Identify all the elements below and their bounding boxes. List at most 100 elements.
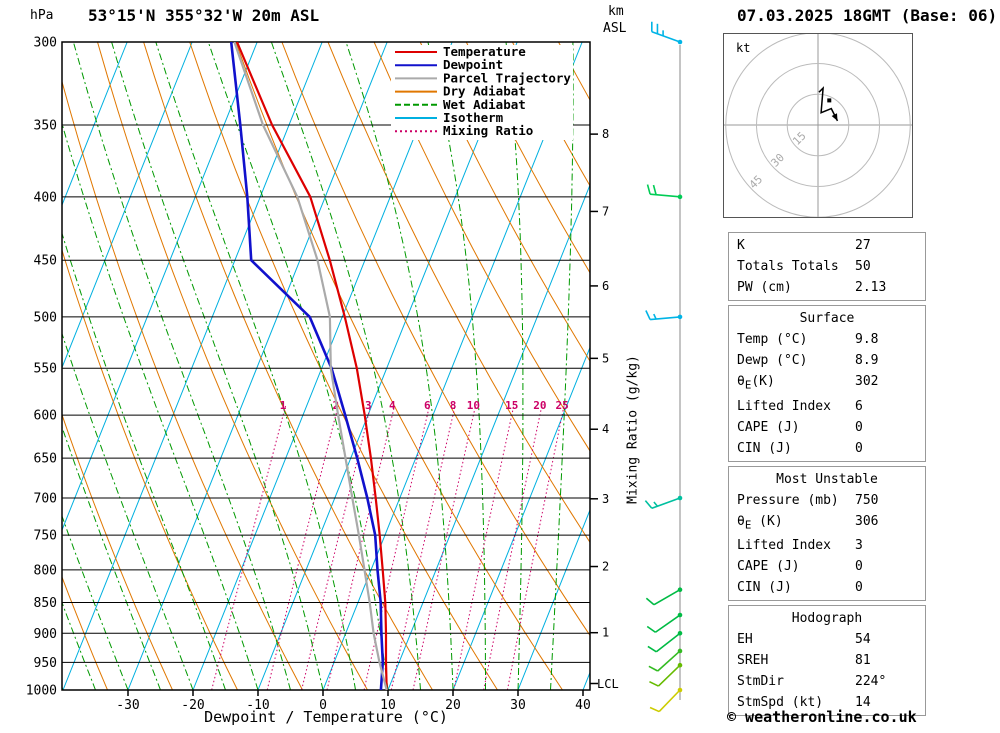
- hodograph-trace: [818, 86, 839, 122]
- pressure-tick-label: 900: [34, 627, 57, 642]
- stats-row-label: θE(K): [737, 374, 775, 392]
- mixing-ratio-line: [506, 405, 565, 690]
- stats-row-value: 54: [855, 632, 871, 648]
- profile-dewpoint: [229, 42, 385, 690]
- stats-row: EH 54: [729, 629, 925, 650]
- hodograph-storm-marker: [827, 98, 832, 103]
- legend-label: Dewpoint: [443, 57, 503, 72]
- wet-adiabat: [345, 42, 454, 690]
- temperature-tick-label: 0: [319, 698, 327, 713]
- run-datetime: 07.03.2025 18GMT (Base: 06): [737, 6, 998, 25]
- pressure-tick-label: 800: [34, 563, 57, 578]
- isotherm-line: [452, 346, 590, 690]
- stats-row-label: SREH: [737, 653, 769, 669]
- stats-row-value: 81: [855, 653, 871, 669]
- wind-barb: [651, 21, 683, 45]
- stats-row-value: 0: [855, 559, 863, 575]
- stats-row-label: CAPE (J): [737, 559, 800, 575]
- temperature-tick-label: -10: [246, 698, 269, 713]
- isotherm-line: [62, 42, 258, 532]
- hodograph-unit-label: kt: [736, 41, 750, 55]
- stats-row-value: 6: [855, 398, 863, 414]
- pressure-tick-label: 350: [34, 118, 57, 133]
- stats-row-value: 9.8: [855, 332, 879, 347]
- pressure-tick-label: 650: [34, 452, 57, 467]
- mixing-ratio-value-label: 15: [505, 399, 518, 412]
- stats-row: StmSpd (kt) 14: [729, 692, 925, 713]
- mixing-ratio-line: [453, 405, 515, 690]
- wet-adiabat: [62, 425, 161, 690]
- stats-row-label: CIN (J): [737, 580, 792, 596]
- stats-row-label: StmSpd (kt): [737, 695, 824, 711]
- dry-adiabat: [465, 42, 590, 274]
- axis-labels: 3003504004505005506006507007508008509009…: [26, 36, 610, 714]
- stats-row-label: Totals Totals: [737, 259, 839, 274]
- altitude-axis-unit-asl: ASL: [603, 21, 627, 36]
- stats-row: Lifted Index 6: [729, 396, 925, 417]
- lcl-label: LCL: [597, 677, 619, 691]
- km-tick-label: 3: [602, 492, 609, 506]
- stats-row-label: EH: [737, 632, 753, 648]
- stats-row-label: Pressure (mb): [737, 492, 839, 508]
- stats-row-label: Dewp (°C): [737, 353, 808, 368]
- stats-row-label: Temp (°C): [737, 332, 808, 347]
- mixing-ratio-value-label: 1: [280, 399, 287, 412]
- page-title: 53°15'N 355°32'W 20m ASL: [88, 6, 320, 25]
- most-unstable-table-title: Most Unstable: [776, 471, 878, 487]
- wind-barb: [645, 587, 683, 606]
- most-unstable-table: Most Unstable Pressure (mb) 750 θE (K) 306 Li…: [728, 465, 926, 602]
- isotherm-line: [192, 42, 453, 690]
- legend-label: Isotherm: [443, 110, 504, 125]
- sounding-profiles: [229, 42, 388, 690]
- stats-row-value: 50: [855, 259, 871, 274]
- stats-row-label: CIN (J): [737, 440, 792, 456]
- hodograph-ring: [786, 93, 850, 157]
- wind-barb: [644, 495, 683, 510]
- wet-adiabat: [155, 42, 356, 690]
- stats-row-label: θE (K): [737, 513, 783, 532]
- wet-adiabat: [62, 332, 194, 690]
- legend-label: Temperature: [443, 44, 526, 59]
- isotherm-line: [62, 42, 128, 207]
- stats-row-value: 0: [855, 440, 863, 456]
- legend-label: Parcel Trajectory: [443, 70, 571, 85]
- dry-adiabat: [419, 42, 590, 363]
- mixing-ratio-line: [390, 405, 456, 690]
- altitude-axis-unit-km: km: [608, 4, 624, 19]
- stats-row: SREH 81: [729, 650, 925, 671]
- temperature-tick-label: 20: [445, 698, 461, 713]
- wind-barb: [645, 310, 683, 321]
- wind-barb: [646, 612, 683, 633]
- stats-panel: K 27 Totals Totals 50 PW (cm) 2.13 Surface Temp…: [728, 232, 926, 720]
- stats-row: CAPE (J) 0: [729, 556, 925, 577]
- isotherm-line: [517, 508, 590, 690]
- mixing-ratio-value-label: 25: [555, 399, 568, 412]
- stats-row: CIN (J) 0: [729, 577, 925, 598]
- mixing-ratio-line: [211, 405, 286, 690]
- temperature-axis-label: Dewpoint / Temperature (°C): [204, 708, 448, 726]
- stats-row-label: CAPE (J): [737, 419, 800, 435]
- dry-adiabat: [605, 42, 720, 690]
- stats-row-label: StmDir: [737, 674, 784, 690]
- mixing-ratio-value-label: 6: [424, 399, 431, 412]
- stats-row-value: 750: [855, 492, 879, 508]
- dry-adiabat: [651, 42, 720, 690]
- pressure-tick-label: 750: [34, 529, 57, 544]
- mixing-ratio-value-label: 10: [467, 399, 480, 412]
- mixing-ratio-lines: 1 2 3 4 6 8 10 15 20 25: [211, 399, 569, 690]
- stats-row-value: 8.9: [855, 353, 879, 368]
- mixing-ratio-value-label: 8: [450, 399, 457, 412]
- stats-row-label: Lifted Index: [737, 538, 831, 554]
- temperature-tick-label: 40: [575, 698, 591, 713]
- hodograph-table: Hodograph EH 54 SREH 81 StmDir 224° StmSpd (kt)…: [728, 605, 926, 717]
- stats-row-value: 224°: [855, 674, 887, 690]
- dry-adiabat: [697, 42, 720, 690]
- hodograph-panel: 15 30 45 kt: [723, 32, 913, 218]
- stats-row-value: 27: [855, 238, 871, 253]
- chart-border: [61, 41, 591, 691]
- km-tick-label: 2: [602, 560, 609, 574]
- km-tick-label: 8: [602, 127, 609, 141]
- temperature-tick-label: 30: [510, 698, 526, 713]
